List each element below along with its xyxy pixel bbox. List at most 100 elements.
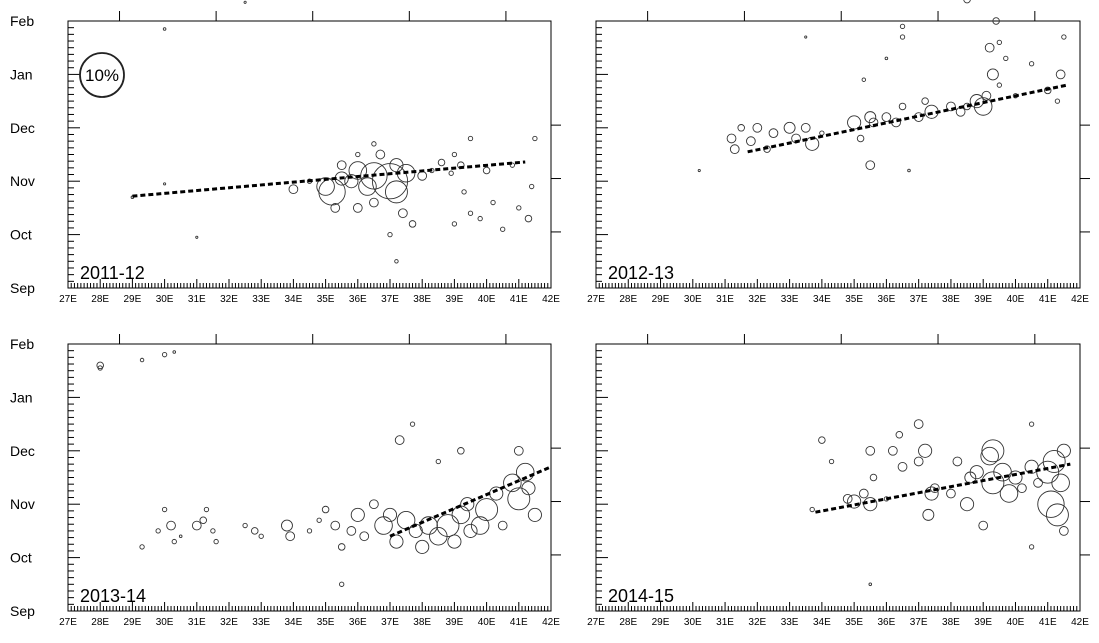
data-point	[330, 203, 341, 213]
data-point	[924, 486, 939, 501]
data-point	[451, 505, 471, 525]
x-tick-label: 38E	[413, 294, 431, 305]
x-tick-label: 34E	[285, 294, 303, 305]
data-point	[460, 497, 475, 512]
data-point	[521, 481, 536, 496]
data-point	[913, 419, 924, 429]
x-tick-label: 37E	[381, 294, 399, 305]
y-tick-label: Sep	[10, 280, 35, 296]
data-point	[415, 539, 430, 554]
data-point	[1033, 477, 1043, 488]
data-point	[1042, 450, 1066, 473]
legend-circle	[79, 52, 125, 98]
data-point	[475, 498, 499, 521]
data-point	[463, 523, 478, 538]
data-point	[524, 214, 533, 223]
data-point	[884, 56, 889, 61]
x-tick-label: 34E	[813, 617, 831, 628]
data-point	[895, 431, 904, 439]
x-tick-label: 31E	[716, 617, 734, 628]
data-point	[929, 483, 940, 494]
data-point	[389, 534, 404, 549]
data-point	[865, 445, 876, 456]
data-point	[321, 505, 330, 514]
x-tick-label: 30E	[684, 617, 702, 628]
data-point	[819, 130, 825, 136]
y-tick-label: Feb	[10, 13, 34, 29]
data-point	[336, 160, 347, 171]
x-tick-label: 38E	[942, 617, 960, 628]
data-point	[288, 184, 299, 195]
x-tick-label: 37E	[910, 617, 928, 628]
data-point	[337, 543, 346, 551]
data-point	[981, 439, 1005, 463]
data-point	[384, 180, 408, 204]
data-point	[281, 519, 293, 532]
panel-2011-12: 27E 28E 29E 30E 31E 32E 33E 34E 35E 36E 37E 38E 39E 4…	[10, 0, 561, 305]
data-point	[529, 183, 535, 190]
data-point	[461, 189, 467, 195]
data-point	[1043, 86, 1052, 95]
x-tick-label: 40E	[478, 617, 496, 628]
data-point	[497, 520, 508, 531]
data-point	[1028, 61, 1035, 67]
data-point	[907, 168, 911, 173]
trend-line	[132, 160, 526, 198]
data-point	[451, 221, 458, 227]
x-tick-label: 34E	[813, 294, 831, 305]
y-tick-label: Jan	[10, 66, 33, 82]
data-point	[243, 0, 247, 4]
data-point	[139, 357, 145, 363]
data-point	[477, 215, 483, 222]
x-tick-label: 37E	[910, 294, 928, 305]
data-point	[306, 528, 313, 534]
data-point	[1028, 544, 1035, 550]
x-tick-label: 32E	[220, 294, 238, 305]
x-tick-label: 41E	[1039, 294, 1057, 305]
data-point	[435, 458, 441, 465]
x-tick-label: 29E	[652, 617, 670, 628]
data-point	[447, 534, 462, 549]
data-point	[1061, 34, 1067, 40]
data-point	[163, 182, 167, 186]
data-point	[171, 538, 177, 545]
data-point	[1028, 421, 1035, 427]
panel-label: 2011-12	[80, 263, 145, 283]
data-point	[437, 158, 446, 167]
data-point	[1056, 443, 1071, 458]
x-tick-label: 35E	[845, 294, 863, 305]
data-point	[394, 259, 399, 264]
data-point	[162, 27, 167, 31]
data-point	[369, 499, 379, 510]
data-point	[980, 446, 999, 466]
data-point	[1036, 460, 1060, 484]
data-point	[394, 435, 405, 445]
x-tick-label: 35E	[317, 617, 335, 628]
y-tick-label: Dec	[10, 443, 35, 459]
x-tick-label: 39E	[446, 617, 464, 628]
data-point	[729, 144, 740, 155]
data-point	[436, 514, 460, 538]
data-point	[922, 508, 935, 521]
data-point	[513, 445, 524, 456]
data-point	[509, 162, 516, 168]
data-point	[213, 538, 219, 545]
x-tick-label: 32E	[748, 617, 766, 628]
data-point	[992, 17, 1000, 25]
data-point	[881, 112, 892, 122]
x-tick-label: 42E	[1071, 617, 1089, 628]
data-point	[527, 507, 542, 522]
x-tick-label: 41E	[510, 294, 528, 305]
data-point	[346, 526, 357, 536]
data-point	[417, 171, 428, 181]
data-point	[752, 122, 763, 133]
data-point	[258, 533, 264, 539]
data-point	[1054, 98, 1061, 104]
data-point	[946, 488, 956, 499]
data-point	[899, 34, 906, 40]
data-point	[996, 82, 1002, 88]
data-point	[467, 135, 474, 142]
data-point	[1017, 483, 1027, 494]
panel-label: 2012-13	[608, 263, 674, 283]
x-tick-label: 28E	[91, 617, 109, 628]
